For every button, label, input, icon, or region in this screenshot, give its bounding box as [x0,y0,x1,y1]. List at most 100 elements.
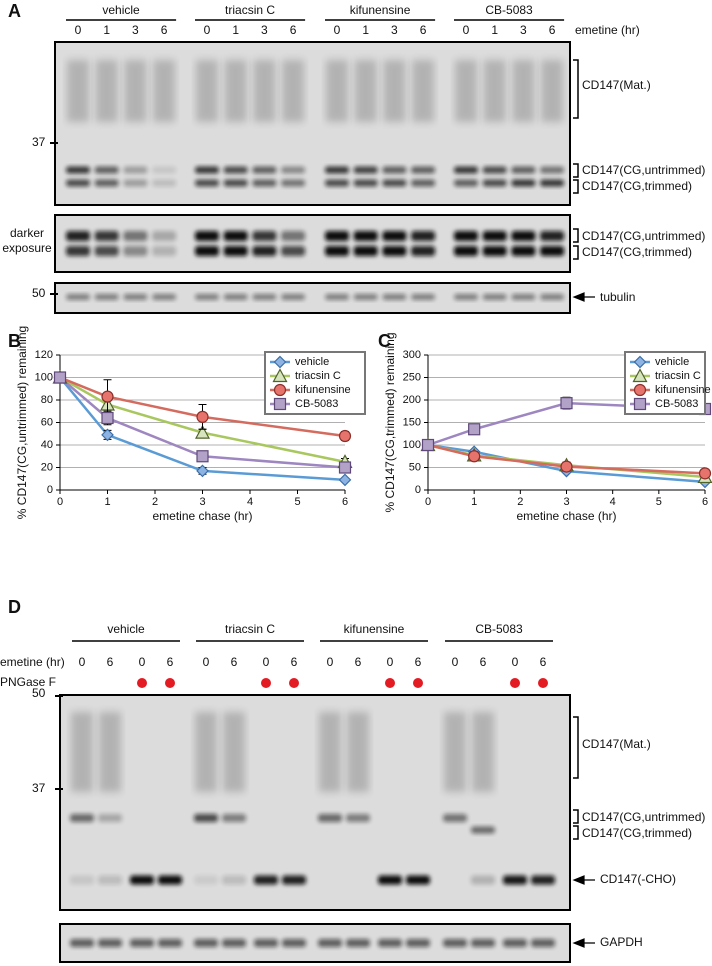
band [222,814,246,822]
smear [153,60,176,122]
smear [444,712,466,792]
side-label: exposure [2,241,52,255]
pngase-dot [261,678,271,688]
band [158,875,182,885]
band [454,166,478,174]
axis-label: emetine (hr) [575,23,640,37]
timepoint: 1 [491,23,498,37]
timepoint: 6 [291,655,298,669]
data-line [59,376,346,464]
band [152,231,177,241]
x-tick-label: 0 [57,496,63,508]
arrow [572,875,595,885]
data-line [59,376,346,438]
band [194,814,218,822]
marker [560,397,573,410]
marker [632,368,648,383]
timepoint: 0 [139,655,146,669]
marker [633,397,647,411]
x-tick-label: 2 [152,496,158,508]
band [130,875,154,885]
timepoint: 0 [75,23,82,37]
marker [101,390,114,403]
band [411,166,436,174]
smear [124,60,147,122]
x-tick-label: 4 [610,496,616,508]
marker [421,438,435,452]
band [353,231,378,241]
band [223,231,248,241]
marker [53,371,67,384]
band-label: CD147(CG,trimmed) [582,179,692,193]
marker [633,383,647,397]
pngase-dot [137,678,147,688]
marker [338,429,352,443]
band [152,166,177,174]
band [531,875,555,885]
band [382,246,407,256]
band [454,179,478,187]
smear [354,60,377,122]
smear [253,60,276,122]
timepoint: 1 [232,23,239,37]
mw-marker: 50 [32,686,46,700]
group-label: triacsin C [225,622,275,636]
band [152,246,177,256]
marker [196,464,209,478]
smear [347,712,369,792]
band [281,246,306,256]
x-tick-label: 4 [247,496,253,508]
band [222,875,246,885]
band [454,294,478,300]
band [282,875,306,885]
band [353,179,378,187]
smear [455,60,477,122]
x-tick-label: 6 [342,496,348,508]
band [353,246,378,256]
y-tick-label: 200 [403,394,421,406]
timepoint: 6 [480,655,487,669]
blot [54,214,571,273]
marker [338,461,352,474]
marker [560,460,573,473]
band [353,294,378,300]
band [66,246,90,256]
band [325,246,349,256]
group-label: vehicle [102,3,140,17]
y-axis-title: % CD147(CG,untrimmed) remaining [15,326,29,519]
band-label: CD147(CG,untrimmed) [582,163,705,177]
band [152,294,177,300]
smear [67,60,89,122]
timepoint: 6 [355,655,362,669]
pngase-dot [413,678,423,688]
marker [101,428,114,442]
y-tick-label: 0 [47,484,53,496]
timepoint: 0 [512,655,519,669]
band [325,179,349,187]
smear [541,60,564,122]
band [540,246,565,256]
band [471,826,495,834]
blot [59,694,571,911]
band [223,179,248,187]
marker [196,450,209,463]
timepoint: 0 [203,655,210,669]
y-tick-label: 150 [403,416,421,428]
timepoint: 6 [107,655,114,669]
band [66,166,90,174]
pngase-dot [538,678,548,688]
band [471,875,495,885]
marker [273,397,287,411]
timepoint: 6 [161,23,168,37]
band [94,231,119,241]
timepoint: 0 [79,655,86,669]
band-label: CD147(CG,trimmed) [582,826,692,840]
marker [194,424,211,439]
marker [468,423,481,436]
bracket [573,809,579,840]
band [346,939,370,947]
band [443,939,467,947]
smear [224,60,247,122]
band [318,814,342,822]
x-tick-label: 1 [471,496,477,508]
